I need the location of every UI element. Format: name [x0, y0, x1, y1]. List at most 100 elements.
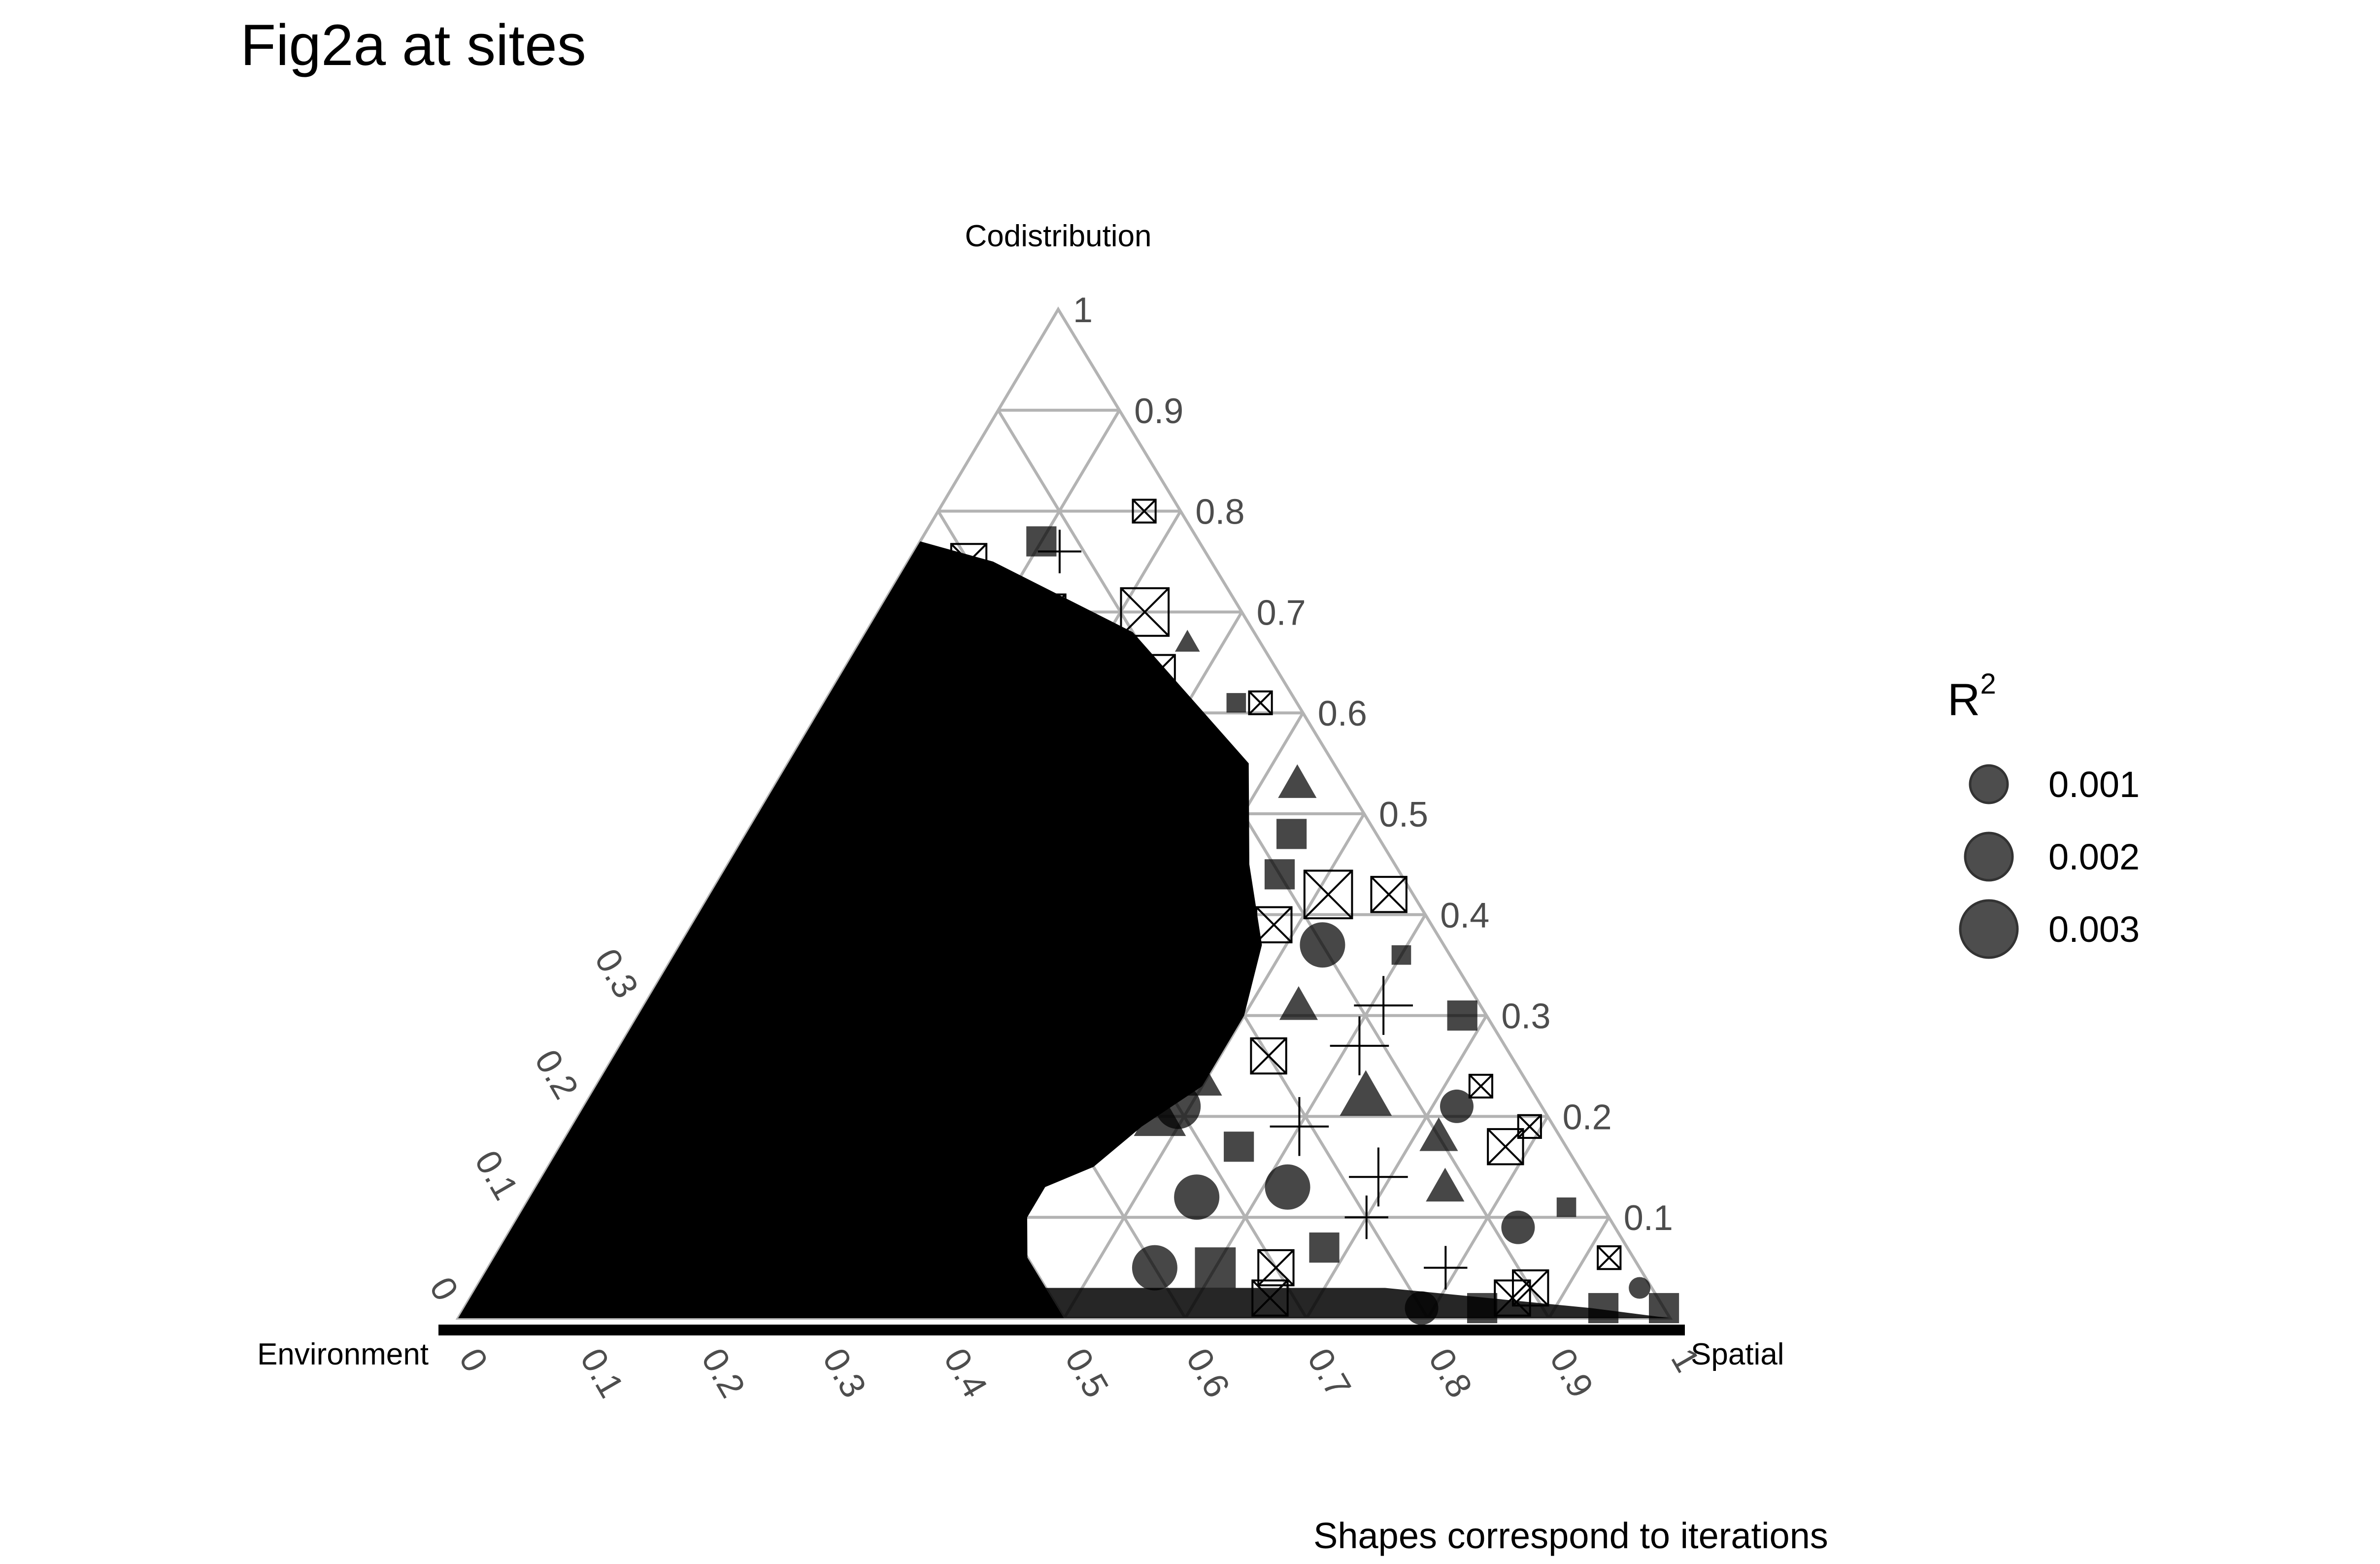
- point-boxed-x-mark: [1370, 876, 1408, 913]
- data-point-62: [1467, 1293, 1498, 1324]
- grid-line: [1305, 1015, 1488, 1319]
- point-circle-mark: [1105, 841, 1151, 887]
- data-point-0: [950, 543, 988, 580]
- data-point-30: [1279, 986, 1318, 1020]
- point-circle-mark: [1265, 1164, 1310, 1210]
- point-triangle-mark: [1419, 1117, 1458, 1151]
- data-point-43: [1517, 1114, 1542, 1139]
- data-point-22: [1303, 869, 1353, 920]
- legend-item-label: 0.001: [2048, 764, 2140, 805]
- grid-line: [1063, 813, 1366, 1319]
- point-boxed-x-mark: [1170, 789, 1219, 839]
- point-boxed-x-mark: [1597, 1245, 1622, 1270]
- data-point-35: [1250, 1037, 1287, 1075]
- point-boxed-x-mark: [950, 543, 988, 580]
- point-boxed-x-mark: [1068, 940, 1117, 990]
- point-boxed-x-mark: [1120, 587, 1170, 637]
- dense-cloud-bottom-band: [1045, 1288, 1670, 1318]
- point-boxed-x-mark: [1248, 690, 1273, 715]
- data-point-26: [1300, 922, 1345, 968]
- data-point-5: [1089, 633, 1128, 667]
- legend-key-circle: [1969, 764, 2009, 804]
- data-point-2: [1038, 530, 1082, 573]
- data-point-64: [1195, 1247, 1236, 1288]
- legend-title-superscript: 2: [1980, 668, 1996, 700]
- data-point-53: [1309, 1232, 1340, 1263]
- point-triangle-mark: [1175, 915, 1215, 950]
- tick-label-right: 0.1: [1624, 1198, 1673, 1238]
- point-boxed-x-mark: [1255, 906, 1293, 943]
- data-point-4: [1120, 587, 1170, 637]
- data-point-15: [1067, 775, 1104, 812]
- data-point-48: [1426, 1167, 1465, 1202]
- data-points: [950, 499, 1679, 1325]
- point-boxed-x-mark: [1139, 654, 1176, 691]
- point-square-mark: [1588, 1293, 1619, 1324]
- tick-label-right: 0.9: [1134, 392, 1183, 431]
- data-point-50: [1344, 1196, 1388, 1239]
- data-point-69: [1068, 940, 1117, 990]
- point-boxed-x-mark: [1029, 593, 1067, 631]
- data-point-46: [1349, 1147, 1408, 1207]
- point-circle-mark: [1440, 1089, 1474, 1123]
- data-point-14: [999, 767, 1051, 813]
- data-point-16: [1170, 789, 1219, 839]
- data-point-24: [1175, 915, 1215, 950]
- point-triangle-mark: [1134, 1090, 1186, 1136]
- point-triangle-mark: [1426, 1167, 1465, 1202]
- point-triangle-mark: [1174, 630, 1200, 652]
- axis-label-environment: Environment: [257, 1337, 429, 1371]
- tick-label-right: 1: [1073, 291, 1093, 330]
- point-boxed-x-mark: [1132, 499, 1157, 524]
- data-point-13: [1278, 764, 1317, 798]
- legend-key-circle: [1964, 832, 2014, 882]
- point-boxed-x-mark: [1074, 1031, 1124, 1081]
- tick-label-right: 0.3: [1501, 997, 1550, 1036]
- point-circle-mark: [1501, 1210, 1535, 1244]
- data-point-7: [1132, 499, 1157, 524]
- point-square-mark: [1447, 1000, 1477, 1031]
- point-square-mark: [1648, 1293, 1679, 1324]
- chart-title: Fig2a at sites: [240, 13, 586, 78]
- axis-label-spatial: Spatial: [1691, 1337, 1784, 1371]
- data-point-31: [1184, 976, 1243, 1035]
- point-circle-mark: [1174, 1174, 1220, 1220]
- legend-item-label: 0.002: [2048, 836, 2140, 877]
- point-triangle-mark: [1279, 986, 1318, 1020]
- data-point-3: [1029, 593, 1067, 631]
- point-circle-mark: [1405, 1291, 1439, 1325]
- dense-cloud-main: [458, 541, 1262, 1318]
- dense-point-cloud: [438, 541, 1685, 1335]
- legend-title: R2: [1947, 668, 1996, 725]
- point-boxed-x-mark: [1303, 869, 1353, 920]
- legend-key-circle: [1959, 899, 2019, 959]
- point-square-mark: [1226, 693, 1246, 713]
- data-point-45: [1487, 1128, 1524, 1165]
- data-point-49: [1556, 1197, 1576, 1217]
- data-point-47: [1265, 1164, 1310, 1210]
- data-point-66: [1174, 1174, 1220, 1220]
- tick-label-right: 0.2: [1563, 1098, 1612, 1137]
- point-triangle-mark: [1278, 764, 1317, 798]
- tick-label-right: 0.5: [1379, 795, 1428, 834]
- point-boxed-x-mark: [1066, 738, 1116, 788]
- point-circle-mark: [1008, 841, 1054, 887]
- data-point-71: [1008, 841, 1054, 887]
- data-point-19: [1163, 838, 1215, 884]
- point-circle-mark: [1132, 1245, 1177, 1291]
- point-plus-mark: [1354, 976, 1413, 1035]
- data-point-59: [1588, 1293, 1619, 1324]
- point-plus-mark: [1038, 530, 1082, 573]
- data-point-55: [1424, 1246, 1468, 1290]
- point-plus-mark: [1270, 1097, 1329, 1156]
- data-point-10: [1248, 690, 1273, 715]
- point-circle-mark: [1300, 922, 1345, 968]
- data-point-60: [1648, 1293, 1679, 1324]
- data-point-52: [1597, 1245, 1622, 1270]
- data-point-6: [1174, 630, 1200, 652]
- data-point-8: [1139, 654, 1176, 691]
- data-point-28: [1104, 956, 1141, 994]
- point-square-mark: [1391, 945, 1411, 965]
- data-point-40: [1440, 1089, 1474, 1123]
